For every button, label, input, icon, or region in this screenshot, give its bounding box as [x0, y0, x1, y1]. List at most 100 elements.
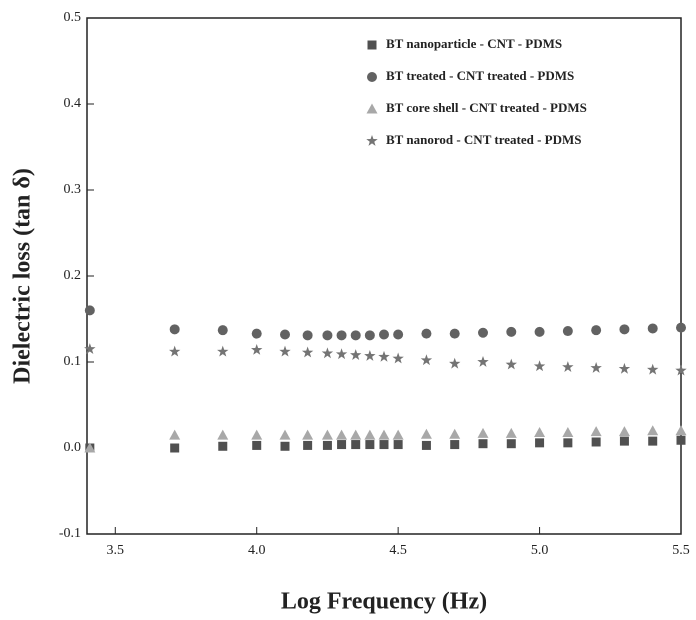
x-axis-label: Log Frequency (Hz)	[281, 589, 487, 615]
point	[379, 329, 389, 340]
point	[562, 361, 574, 373]
point	[84, 305, 95, 316]
point	[563, 438, 573, 448]
point	[449, 357, 461, 369]
point	[322, 330, 333, 341]
point	[364, 330, 375, 341]
point	[647, 425, 659, 436]
point	[251, 429, 263, 440]
y-axis-label: Dielectric loss (tan δ)	[10, 168, 36, 384]
point	[337, 440, 347, 450]
legend-marker	[366, 135, 378, 146]
point	[506, 326, 517, 337]
point	[478, 439, 488, 449]
point	[170, 443, 180, 453]
point	[676, 435, 686, 445]
x-tick-label: 5.0	[531, 543, 549, 558]
point	[562, 427, 574, 438]
point	[675, 425, 687, 436]
point	[477, 427, 489, 438]
point	[478, 327, 488, 338]
point	[449, 428, 461, 439]
point	[84, 442, 96, 453]
point	[506, 439, 516, 449]
y-tick-label: 0.3	[64, 182, 82, 197]
point	[477, 356, 489, 367]
point	[648, 436, 658, 446]
point	[217, 429, 229, 440]
point	[505, 427, 517, 438]
x-tick-label: 4.5	[389, 543, 407, 558]
point	[449, 328, 460, 339]
legend-marker	[366, 103, 378, 114]
point	[364, 349, 376, 361]
point	[619, 436, 629, 446]
point	[350, 349, 362, 360]
point	[218, 441, 228, 451]
point	[217, 345, 229, 357]
plot-frame	[86, 17, 682, 535]
point	[534, 427, 546, 438]
point	[280, 441, 290, 451]
point	[168, 345, 181, 357]
point	[302, 330, 313, 341]
point	[675, 364, 687, 376]
point	[303, 440, 313, 450]
point	[251, 328, 262, 339]
point	[421, 440, 431, 450]
point	[562, 326, 573, 337]
point	[84, 343, 96, 354]
y-tick-label: -0.1	[59, 526, 81, 541]
point	[217, 325, 228, 336]
point	[420, 354, 433, 366]
point	[392, 429, 404, 440]
point	[336, 330, 347, 341]
point	[280, 329, 290, 340]
y-tick-label: 0.2	[64, 268, 82, 283]
point	[350, 330, 361, 341]
legend-label: BT treated - CNT treated - PDMS	[386, 68, 574, 83]
point	[534, 326, 545, 337]
point	[618, 426, 630, 437]
point	[590, 362, 602, 373]
point	[336, 429, 348, 440]
point	[420, 428, 432, 439]
point	[421, 328, 432, 339]
point	[393, 440, 403, 450]
point	[533, 360, 546, 372]
legend-label: BT nanoparticle - CNT - PDMS	[386, 36, 562, 51]
point	[379, 440, 389, 450]
point	[450, 440, 460, 450]
point	[364, 429, 376, 440]
point	[169, 324, 180, 335]
point	[302, 429, 314, 440]
y-tick-label: 0.4	[64, 96, 82, 111]
point	[591, 325, 602, 336]
point	[321, 429, 333, 440]
point	[535, 438, 545, 448]
legend-marker	[367, 40, 377, 50]
point	[169, 429, 181, 440]
point	[591, 437, 601, 447]
x-tick-label: 5.5	[672, 543, 690, 558]
point	[378, 350, 390, 362]
point	[365, 440, 375, 450]
point	[505, 358, 517, 370]
point	[350, 429, 362, 440]
y-tick-label: 0.1	[64, 354, 82, 369]
y-tick-label: 0.0	[64, 440, 82, 455]
point	[647, 363, 659, 375]
point	[676, 322, 686, 333]
point	[647, 323, 658, 334]
x-tick-label: 4.0	[248, 543, 266, 558]
y-tick-label: 0.5	[64, 10, 82, 25]
point	[321, 347, 334, 359]
x-tick-label: 3.5	[107, 543, 125, 558]
legend-label: BT core shell - CNT treated - PDMS	[386, 100, 587, 115]
point	[322, 440, 332, 450]
point	[279, 345, 291, 357]
point	[393, 329, 404, 340]
point	[335, 348, 348, 360]
point	[590, 426, 602, 437]
point	[619, 324, 630, 335]
